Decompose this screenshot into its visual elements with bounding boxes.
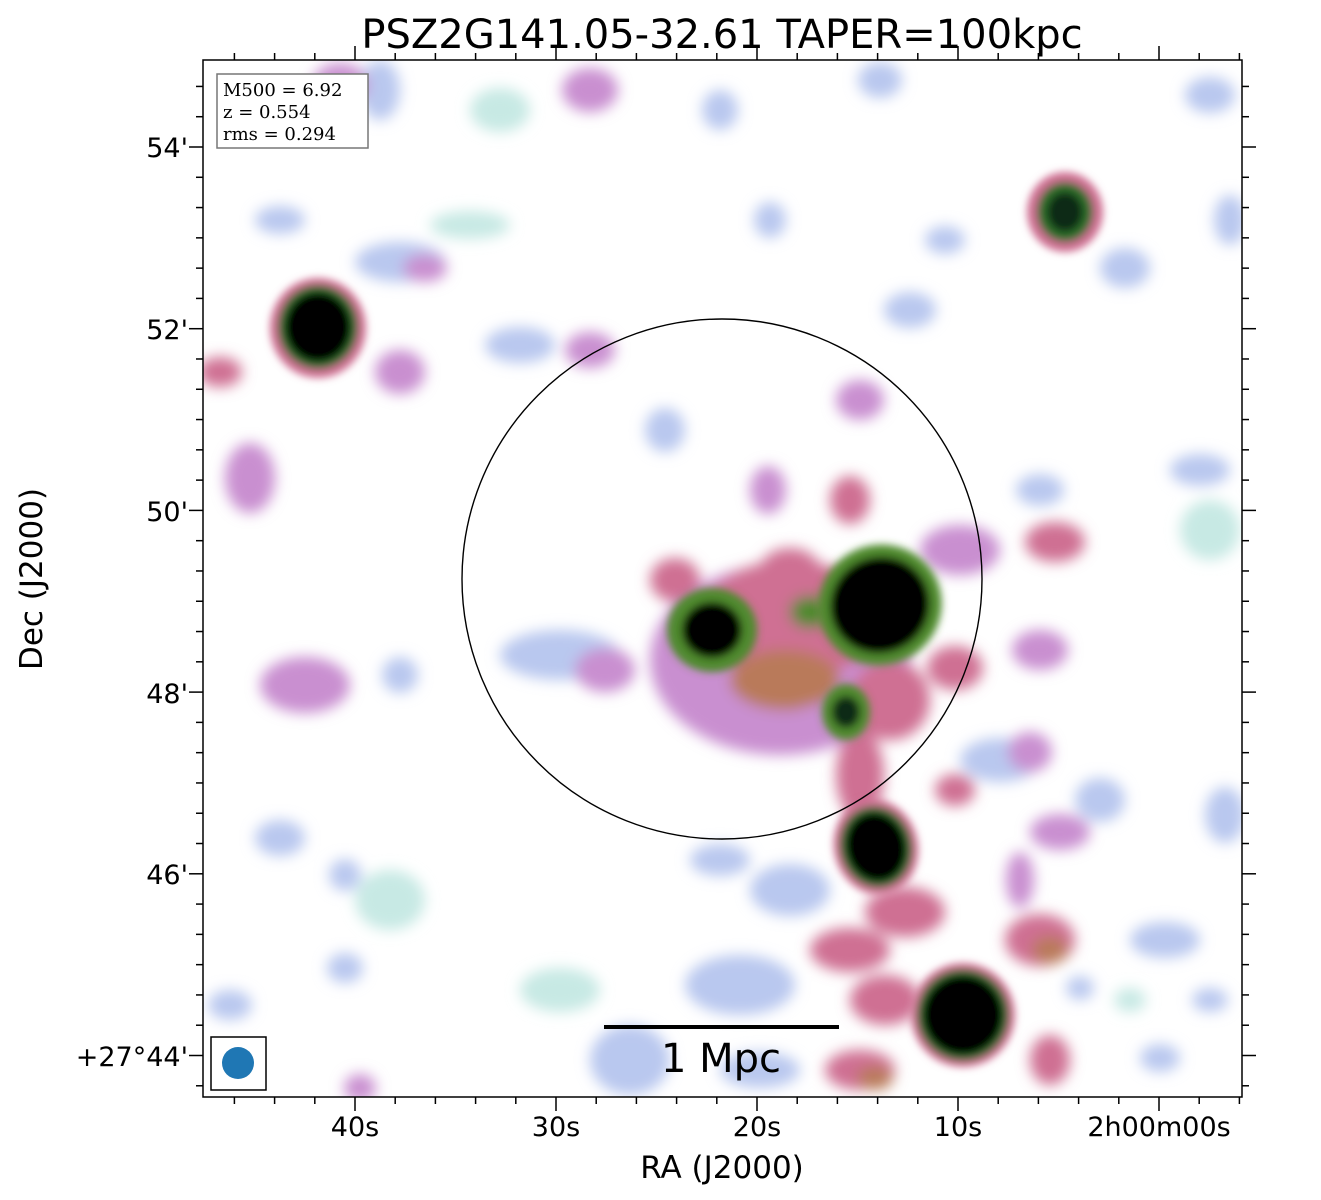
info-m500: M500 = 6.92	[223, 80, 342, 101]
tick-marks	[189, 46, 1256, 1111]
x-tick-label: 20s	[733, 1112, 781, 1143]
y-tick-labels: 54' 52' 50' 48' 46' +27°44'	[76, 133, 188, 1073]
x-axis-label: RA (J2000)	[640, 1150, 804, 1186]
cluster-aperture-circle	[461, 318, 983, 840]
compact-sources-layer	[270, 172, 1103, 1067]
y-tick-label: 54'	[146, 133, 188, 164]
y-tick-label: 52'	[146, 315, 188, 346]
beam-indicator	[210, 1036, 267, 1091]
info-rms: rms = 0.294	[223, 124, 336, 145]
scale-bar: 1 Mpc	[604, 1025, 839, 1082]
x-tick-label: 40s	[331, 1112, 379, 1143]
y-tick-label: 46'	[146, 860, 188, 891]
beam-ellipse	[222, 1047, 254, 1079]
info-box: M500 = 6.92 z = 0.554 rms = 0.294	[216, 73, 369, 149]
info-box-frame	[216, 73, 369, 149]
x-tick-label: 2h00m00s	[1087, 1112, 1230, 1143]
image-area	[203, 60, 1242, 1097]
x-tick-labels: 40s 30s 20s 10s 2h00m00s	[331, 1112, 1231, 1143]
y-tick-label: 48'	[146, 679, 188, 710]
chart-title: PSZ2G141.05-32.61 TAPER=100kpc	[361, 12, 1082, 58]
x-tick-label: 10s	[934, 1112, 982, 1143]
y-tick-label: +27°44'	[76, 1042, 188, 1073]
scale-bar-label: 1 Mpc	[661, 1036, 781, 1082]
plot-frame	[202, 59, 1243, 1098]
y-axis-label: Dec (J2000)	[14, 488, 50, 670]
x-tick-label: 30s	[532, 1112, 580, 1143]
info-redshift: z = 0.554	[223, 102, 311, 123]
y-tick-label: 50'	[146, 497, 188, 528]
